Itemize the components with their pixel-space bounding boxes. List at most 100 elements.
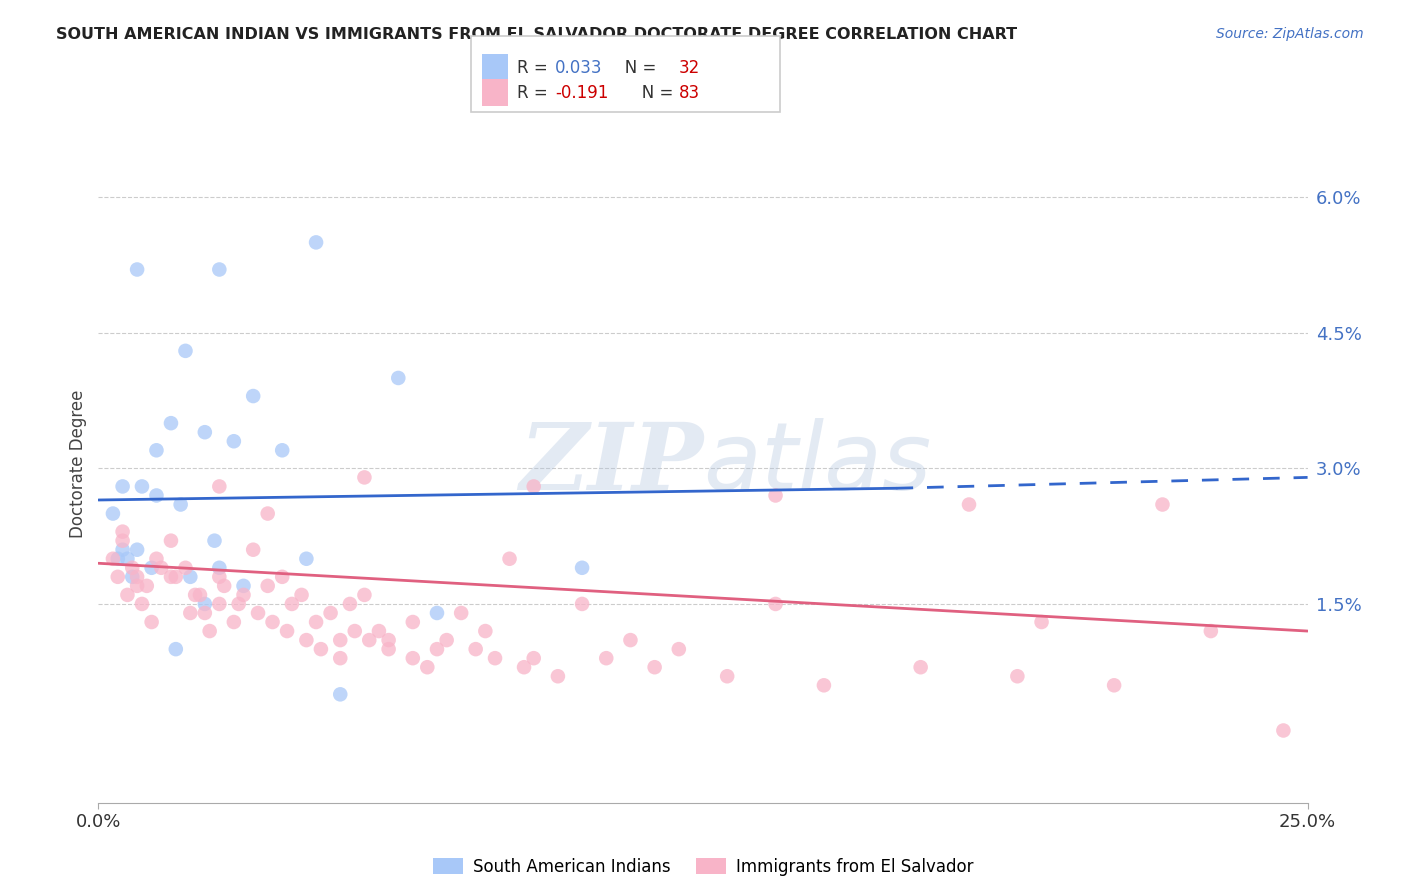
Point [165, 642, 187, 657]
Point [329, 651, 352, 665]
Point [184, 588, 207, 602]
Point [131, 597, 153, 611]
Point [160, 533, 183, 548]
Point [117, 551, 139, 566]
Point [194, 597, 217, 611]
Point [256, 507, 278, 521]
Point [368, 624, 391, 638]
Text: ZIP: ZIP [519, 419, 703, 508]
Point [127, 542, 149, 557]
Point [464, 642, 486, 657]
Point [484, 651, 506, 665]
Point [426, 606, 449, 620]
Point [353, 588, 375, 602]
Point [305, 235, 328, 250]
Point [716, 669, 738, 683]
Point [309, 642, 332, 657]
Point [765, 488, 787, 502]
Point [141, 615, 163, 629]
Point [813, 678, 835, 692]
Point [101, 507, 124, 521]
Point [174, 561, 197, 575]
Point [957, 498, 980, 512]
Point [644, 660, 666, 674]
Point [208, 479, 231, 493]
Text: SOUTH AMERICAN INDIAN VS IMMIGRANTS FROM EL SALVADOR DOCTORATE DEGREE CORRELATIO: SOUTH AMERICAN INDIAN VS IMMIGRANTS FROM… [56, 27, 1018, 42]
Point [1152, 498, 1174, 512]
Point [135, 579, 157, 593]
Point [212, 579, 235, 593]
Point [474, 624, 496, 638]
Point [1272, 723, 1295, 738]
Point [387, 371, 409, 385]
Point [198, 624, 221, 638]
Point [619, 633, 641, 648]
Point [179, 606, 201, 620]
Text: atlas: atlas [703, 418, 931, 509]
Point [1007, 669, 1029, 683]
Point [426, 642, 449, 657]
Point [281, 597, 304, 611]
Point [222, 615, 245, 629]
Point [359, 633, 381, 648]
Point [121, 570, 143, 584]
Text: N =: N = [609, 59, 661, 77]
Point [271, 443, 294, 458]
Point [107, 551, 129, 566]
Point [416, 660, 439, 674]
Point [107, 570, 129, 584]
Point [228, 597, 250, 611]
Point [295, 551, 318, 566]
Point [145, 551, 167, 566]
Point [165, 570, 187, 584]
Point [208, 561, 231, 575]
Point [242, 542, 264, 557]
Point [127, 570, 149, 584]
Point [179, 570, 201, 584]
Point [290, 588, 312, 602]
Point [111, 533, 134, 548]
Point [232, 579, 254, 593]
Point [232, 588, 254, 602]
Point [127, 262, 149, 277]
Point [208, 597, 231, 611]
Point [668, 642, 690, 657]
Point [436, 633, 458, 648]
Text: R =: R = [517, 84, 554, 102]
Text: N =: N = [626, 84, 678, 102]
Point [242, 389, 264, 403]
Point [127, 579, 149, 593]
Point [208, 262, 231, 277]
Point [513, 660, 536, 674]
Point [145, 488, 167, 502]
Point [169, 498, 191, 512]
Point [450, 606, 472, 620]
Point [111, 524, 134, 539]
Text: 32: 32 [679, 59, 700, 77]
Point [160, 416, 183, 430]
Point [271, 570, 294, 584]
Point [204, 533, 226, 548]
Point [353, 470, 375, 484]
Text: 83: 83 [679, 84, 700, 102]
Point [111, 479, 134, 493]
Point [141, 561, 163, 575]
Point [765, 597, 787, 611]
Point [276, 624, 298, 638]
Point [188, 588, 211, 602]
Point [523, 479, 546, 493]
Point [1102, 678, 1125, 692]
Y-axis label: Doctorate Degree: Doctorate Degree [69, 390, 87, 538]
Point [595, 651, 617, 665]
Point [208, 570, 231, 584]
Point [111, 542, 134, 557]
Point [377, 633, 399, 648]
Point [256, 579, 278, 593]
Point [117, 588, 139, 602]
Text: 0.033: 0.033 [555, 59, 603, 77]
Point [571, 561, 593, 575]
Point [339, 597, 361, 611]
Point [174, 343, 197, 358]
Point [295, 633, 318, 648]
Point [262, 615, 284, 629]
